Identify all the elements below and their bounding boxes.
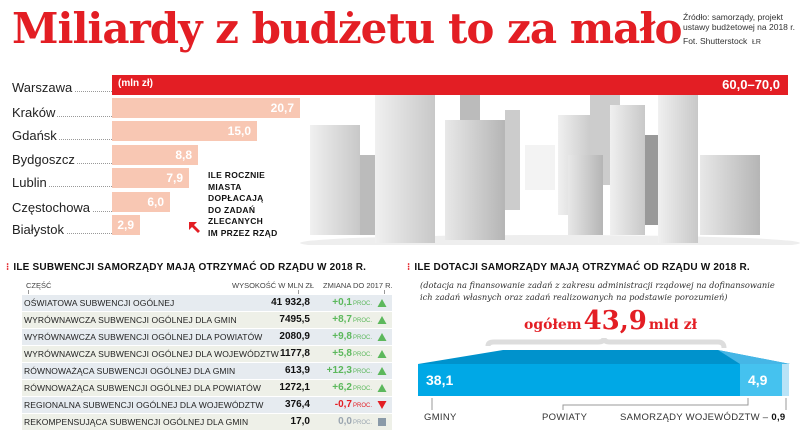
city-label: Częstochowa <box>12 200 112 215</box>
bar-gminy: 38,1 <box>418 364 740 396</box>
triangle-up-icon <box>377 350 387 358</box>
table-row: OŚWIATOWA SUBWENCJI OGÓLNEJ 41 932,8 +0,1… <box>22 295 392 311</box>
square-icon <box>378 418 386 426</box>
table-row: REGIONALNA SUBWENCJI OGÓLNEJ DLA WOJEWÓD… <box>22 397 392 413</box>
table-row: WYRÓWNAWCZA SUBWENCJI OGÓLNEJ DLA WOJEWÓ… <box>22 346 392 362</box>
bar-gdansk: 15,0 <box>112 121 257 141</box>
table-row: WYRÓWNAWCZA SUBWENCJI OGÓLNEJ DLA GMIN 74… <box>22 312 392 328</box>
table-row: RÓWNOWAŻĄCA SUBWENCJI OGÓLNEJ DLA POWIAT… <box>22 380 392 396</box>
bar-krakow: 20,7 <box>112 98 300 118</box>
bar-warszawa: (mln zł) 60,0–70,0 <box>112 75 788 95</box>
triangle-up-icon <box>377 316 387 324</box>
table-section-title: ⁝ Ile subwencji samorządy mają otrzymać o… <box>6 262 367 273</box>
tick <box>298 290 299 294</box>
tick <box>28 290 29 294</box>
author-initials: ŁR <box>751 39 761 46</box>
unit-label: (mln zł) <box>118 78 153 89</box>
city-skyline-image <box>300 95 800 245</box>
label-wojewodztwa: SAMORZĄDY WOJEWÓDZTW – 0,9 <box>620 412 786 423</box>
source-line-1: Źródło: samorządy, projekt <box>683 12 783 22</box>
bullet-icon: ⁝ <box>407 262 411 273</box>
table-row: RÓWNOWAŻĄCA SUBWENCJI OGÓLNEJ DLA GMIN 61… <box>22 363 392 379</box>
table-row: WYRÓWNAWCZA SUBWENCJI OGÓLNEJ DLA POWIAT… <box>22 329 392 345</box>
triangle-down-icon <box>377 401 387 409</box>
city-label: Warszawa <box>12 80 112 95</box>
label-powiaty: POWIATY <box>542 412 588 423</box>
table-row: REKOMPENSUJĄCA SUBWENCJI OGÓLNEJ DLA GMI… <box>22 414 392 430</box>
photo-credit: Fot. Shutterstock <box>683 36 748 46</box>
col-header-change: ZMIANA DO 2017 R. <box>323 281 393 290</box>
bar-bydgoszcz: 8,8 <box>112 145 198 165</box>
triangle-up-icon <box>377 333 387 341</box>
bar-wojewodztwa <box>782 364 789 396</box>
city-label: Bydgoszcz <box>12 152 112 167</box>
col-header-part: CZĘŚĆ <box>26 281 52 290</box>
grants-subtitle: (dotacja na finansowanie zadań z zakresu… <box>420 280 775 302</box>
city-label: Białystok <box>12 222 112 237</box>
bullet-icon: ⁝ <box>6 262 10 273</box>
col-header-amount: WYSOKOŚĆ W MLN ZŁ <box>232 281 315 290</box>
triangle-up-icon <box>377 299 387 307</box>
bar-czestochowa: 6,0 <box>112 192 170 212</box>
bar-bialystok: 2,9 <box>112 215 140 235</box>
chart-note: Ile rocznie miasta dopłacają do zadań zl… <box>208 170 278 238</box>
connector-lines <box>431 398 787 410</box>
city-label: Lublin <box>12 175 112 190</box>
bar-value: 60,0–70,0 <box>722 77 780 92</box>
bar-powiaty: 4,9 <box>740 364 782 396</box>
grants-section-title: ⁝ Ile dotacji samorządy mają otrzymać od … <box>407 262 750 273</box>
tick <box>384 290 385 294</box>
page-title: Miliardy z budżetu to za mało <box>12 4 683 53</box>
bar-lublin: 7,9 <box>112 168 189 188</box>
source-note: Źródło: samorządy, projekt ustawy budżet… <box>683 12 795 48</box>
city-label: Gdańsk <box>12 128 112 143</box>
grants-total: ogółem43,9 mld zł <box>524 306 698 336</box>
city-label: Kraków <box>12 105 112 120</box>
triangle-up-icon <box>377 384 387 392</box>
label-gminy: GMINY <box>424 412 457 423</box>
brace-decoration <box>418 338 790 364</box>
arrow-up-left-icon <box>189 222 200 233</box>
source-line-2: ustawy budżetowej na 2018 r. <box>683 22 795 32</box>
triangle-up-icon <box>377 367 387 375</box>
